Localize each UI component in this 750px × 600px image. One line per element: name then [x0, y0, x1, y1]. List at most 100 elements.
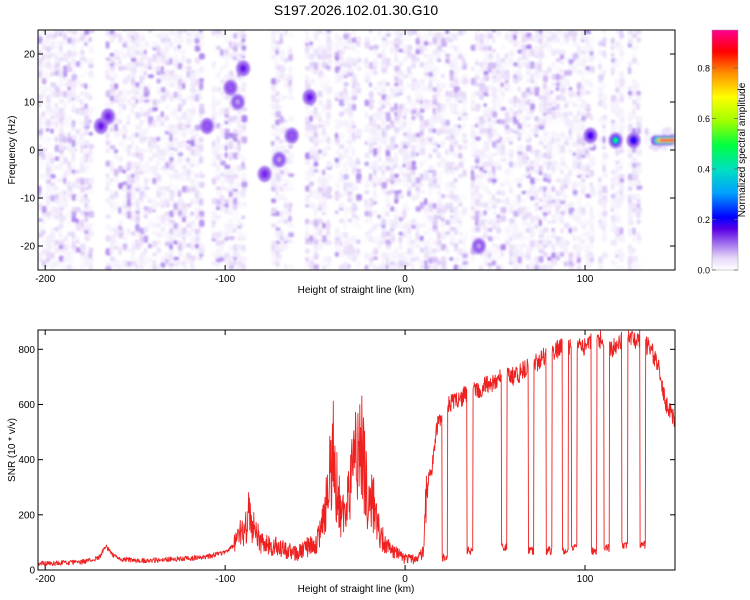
- heatmap-cell: [135, 256, 140, 263]
- heatmap-cell: [500, 57, 506, 63]
- heatmap-cell: [156, 99, 162, 104]
- heatmap-cell: [415, 193, 421, 199]
- heatmap-cell: [313, 161, 319, 167]
- heatmap-cell: [313, 206, 318, 213]
- heatmap-cell: [508, 86, 514, 93]
- heatmap-cell: [309, 110, 315, 116]
- heatmap-cell: [75, 78, 81, 85]
- heatmap-cell: [602, 50, 606, 57]
- heatmap-cell: [398, 260, 404, 267]
- heatmap-cell: [564, 32, 570, 39]
- heatmap-cell: [135, 215, 140, 223]
- heatmap-cell: [326, 78, 331, 85]
- heatmap-cell: [109, 30, 115, 35]
- heatmap-cell: [50, 115, 55, 120]
- heatmap-cell: [105, 177, 109, 185]
- heatmap-cell: [441, 260, 447, 267]
- heatmap-cell: [483, 218, 488, 223]
- heatmap-cell: [390, 86, 394, 93]
- heatmap-cell: [441, 119, 447, 127]
- heatmap-cell: [479, 91, 484, 96]
- heatmap-cell: [326, 36, 332, 44]
- heatmap-cell: [424, 53, 428, 59]
- heatmap-cell: [598, 177, 602, 183]
- heatmap-cell: [500, 70, 506, 78]
- heatmap-cell: [232, 33, 238, 39]
- heatmap-cell: [147, 94, 152, 99]
- heatmap-cell: [322, 235, 328, 243]
- heatmap-cell: [224, 140, 230, 146]
- heatmap-cell: [54, 115, 58, 120]
- heatmap-cell: [356, 239, 361, 244]
- heatmap-cell: [428, 99, 434, 106]
- heatmap-cell: [220, 202, 225, 207]
- heatmap-cell: [491, 178, 497, 183]
- heatmap-cell: [491, 119, 498, 124]
- heatmap-cell: [313, 219, 320, 227]
- heatmap-cell: [147, 62, 152, 68]
- heatmap-cell: [343, 40, 349, 47]
- heatmap-cell: [309, 235, 314, 242]
- heatmap-cell: [636, 82, 641, 90]
- heatmap-cell: [390, 141, 395, 146]
- heatmap-cell: [449, 102, 455, 109]
- heatmap-cell: [80, 156, 85, 164]
- heatmap-cell: [80, 45, 84, 50]
- heatmap-cell: [517, 98, 521, 105]
- heatmap-cell: [508, 156, 514, 161]
- heatmap-cell: [398, 231, 404, 236]
- heatmap-cell: [322, 62, 327, 69]
- heatmap-cell: [147, 74, 154, 79]
- heatmap-cell: [343, 99, 348, 104]
- heatmap-cell: [627, 127, 634, 133]
- heatmap-cell: [46, 45, 51, 52]
- heatmap-cell: [88, 206, 93, 211]
- heatmap-cell: [381, 214, 386, 219]
- heatmap-cell: [275, 190, 279, 195]
- heatmap-cell: [453, 33, 458, 40]
- heatmap-cell: [428, 248, 434, 254]
- heatmap-cell: [152, 223, 158, 228]
- heatmap-cell: [585, 78, 591, 86]
- heatmap-cell: [156, 45, 161, 52]
- heatmap-cell: [411, 160, 416, 166]
- heatmap-cell: [194, 30, 199, 34]
- heatmap-cell: [381, 37, 388, 41]
- heatmap-cell: [334, 243, 341, 252]
- heatmap-cell: [190, 74, 195, 81]
- heatmap-cell: [139, 32, 146, 37]
- heatmap-cell: [564, 99, 570, 105]
- heatmap-cell: [275, 62, 279, 69]
- heatmap-cell: [598, 198, 603, 206]
- heatmap-cell: [551, 73, 557, 81]
- heatmap-cell: [46, 53, 52, 60]
- heatmap-cell: [343, 86, 348, 94]
- heatmap-cell: [88, 82, 94, 90]
- heatmap-cell: [411, 103, 416, 110]
- heatmap-cell: [364, 199, 368, 207]
- heatmap-cell: [194, 256, 199, 261]
- heatmap-cell: [487, 53, 494, 60]
- heatmap-cell: [131, 169, 136, 174]
- heatmap-cell: [462, 239, 466, 245]
- heatmap-cell: [181, 139, 187, 144]
- heatmap-cell: [453, 264, 459, 270]
- heatmap-cell: [46, 235, 52, 241]
- heatmap-cell: [309, 181, 314, 187]
- heatmap-cell: [368, 120, 374, 127]
- heatmap-cell: [368, 227, 374, 234]
- heatmap-cell: [326, 161, 332, 168]
- heatmap-cell: [109, 127, 114, 133]
- heatmap-cell: [84, 259, 88, 267]
- heatmap-cell: [381, 131, 388, 138]
- heatmap-cell: [339, 74, 343, 82]
- heatmap-cell: [572, 243, 577, 250]
- heatmap-cell: [241, 107, 248, 112]
- heatmap-cell: [424, 99, 429, 104]
- heatmap-cell: [84, 108, 90, 115]
- heatmap-cell: [232, 74, 237, 81]
- heatmap-cell: [407, 50, 412, 58]
- heatmap-cell: [215, 49, 220, 57]
- heatmap-cell: [377, 81, 383, 86]
- heatmap-cell: [38, 143, 43, 150]
